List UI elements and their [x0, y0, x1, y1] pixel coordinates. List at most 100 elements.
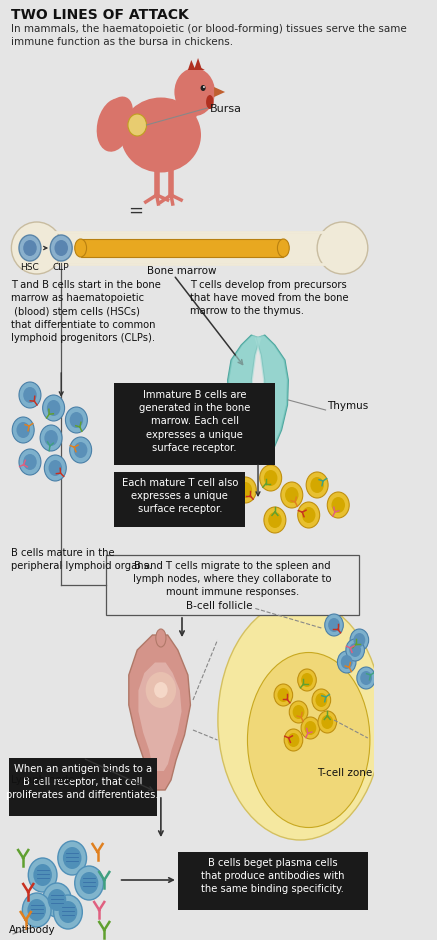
Text: T cells develop from precursors
that have moved from the bone
marrow to the thym: T cells develop from precursors that hav…: [191, 280, 349, 317]
Circle shape: [22, 893, 51, 927]
Circle shape: [284, 729, 303, 751]
Circle shape: [274, 684, 293, 706]
Ellipse shape: [317, 222, 368, 274]
Circle shape: [74, 442, 87, 458]
Polygon shape: [257, 335, 288, 460]
Polygon shape: [139, 663, 181, 771]
Text: =: =: [128, 202, 143, 220]
Circle shape: [44, 455, 66, 481]
Circle shape: [316, 693, 327, 707]
Circle shape: [293, 705, 305, 719]
Text: B cells mature in the
peripheral lymphoid organs.: B cells mature in the peripheral lymphoi…: [11, 548, 153, 572]
Circle shape: [321, 715, 333, 729]
Circle shape: [47, 400, 60, 416]
Circle shape: [49, 460, 62, 476]
Circle shape: [268, 512, 282, 528]
Circle shape: [337, 651, 356, 673]
Polygon shape: [129, 635, 191, 790]
Circle shape: [328, 618, 340, 632]
Circle shape: [298, 502, 320, 528]
Circle shape: [23, 240, 37, 256]
Ellipse shape: [97, 99, 132, 151]
Bar: [9, 758, 156, 816]
Circle shape: [54, 895, 82, 929]
Circle shape: [23, 387, 37, 403]
Circle shape: [298, 669, 316, 691]
Bar: [178, 852, 368, 910]
Circle shape: [312, 689, 331, 711]
Circle shape: [69, 412, 83, 428]
Circle shape: [19, 449, 41, 475]
Circle shape: [346, 639, 364, 661]
Circle shape: [28, 899, 46, 921]
Ellipse shape: [11, 222, 62, 274]
Circle shape: [63, 847, 81, 869]
Circle shape: [55, 240, 68, 256]
Bar: [114, 472, 245, 527]
Circle shape: [305, 721, 316, 735]
Circle shape: [349, 643, 361, 657]
Circle shape: [59, 901, 77, 923]
Circle shape: [325, 614, 343, 636]
Text: B and T cells migrate to the spleen and
lymph nodes, where they collaborate to
m: B and T cells migrate to the spleen and …: [133, 561, 332, 598]
Text: When an antigen binds to a
B cell receptor, that cell
proliferates and different: When an antigen binds to a B cell recept…: [7, 764, 159, 800]
Circle shape: [43, 395, 65, 421]
Text: Bursa: Bursa: [210, 104, 242, 114]
Text: T-cell zone: T-cell zone: [317, 768, 372, 778]
Circle shape: [264, 470, 277, 486]
Circle shape: [80, 872, 98, 894]
Circle shape: [289, 701, 308, 723]
Circle shape: [75, 866, 104, 900]
Text: Lymph node: Lymph node: [11, 775, 75, 785]
Circle shape: [260, 465, 282, 491]
Circle shape: [354, 633, 365, 647]
Ellipse shape: [247, 652, 370, 827]
Bar: [37, 232, 343, 264]
Circle shape: [154, 682, 168, 698]
Circle shape: [327, 492, 349, 518]
Circle shape: [66, 407, 87, 433]
Circle shape: [306, 472, 328, 498]
Text: Thymus: Thymus: [327, 401, 368, 411]
Text: In mammals, the haematopoietic (or blood-forming) tissues serve the same
immune : In mammals, the haematopoietic (or blood…: [11, 24, 407, 47]
Circle shape: [264, 507, 286, 533]
Circle shape: [360, 671, 372, 685]
Circle shape: [50, 235, 72, 261]
Ellipse shape: [172, 98, 197, 126]
Circle shape: [302, 507, 316, 523]
Circle shape: [44, 430, 58, 446]
Circle shape: [281, 482, 303, 508]
Text: Bone marrow: Bone marrow: [147, 266, 217, 276]
Circle shape: [19, 235, 41, 261]
Circle shape: [43, 883, 71, 917]
Polygon shape: [228, 335, 260, 460]
Ellipse shape: [156, 629, 166, 647]
Circle shape: [23, 454, 37, 470]
Polygon shape: [214, 87, 225, 97]
Text: Immature B cells are
generated in the bone
marrow. Each cell
expresses a unique
: Immature B cells are generated in the bo…: [139, 390, 250, 453]
Ellipse shape: [104, 97, 133, 133]
Circle shape: [277, 688, 289, 702]
Circle shape: [285, 487, 298, 503]
Ellipse shape: [206, 95, 214, 109]
Circle shape: [12, 417, 34, 443]
Circle shape: [357, 667, 375, 689]
Text: Antibody: Antibody: [9, 925, 55, 935]
Circle shape: [48, 889, 66, 911]
Circle shape: [33, 864, 52, 886]
Circle shape: [318, 711, 336, 733]
Text: B-cell follicle: B-cell follicle: [186, 601, 253, 611]
Polygon shape: [188, 58, 205, 70]
Circle shape: [58, 841, 87, 875]
Circle shape: [17, 422, 30, 438]
Text: TWO LINES OF ATTACK: TWO LINES OF ATTACK: [11, 8, 189, 22]
Circle shape: [310, 477, 324, 493]
Text: Each mature T cell also
expresses a unique
surface receptor.: Each mature T cell also expresses a uniq…: [121, 478, 238, 514]
Polygon shape: [229, 335, 261, 460]
Circle shape: [146, 672, 176, 708]
Circle shape: [40, 425, 62, 451]
Circle shape: [203, 86, 205, 88]
Bar: [106, 555, 359, 615]
Bar: [81, 239, 283, 257]
Circle shape: [201, 85, 206, 91]
